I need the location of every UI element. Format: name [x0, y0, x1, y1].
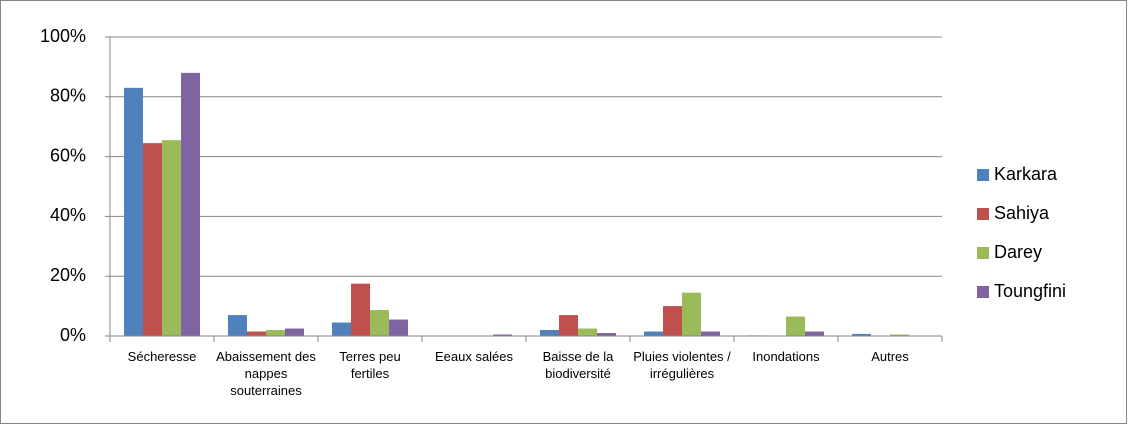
bar — [143, 143, 162, 336]
x-tick-label: Pluies violentes / irrégulières — [633, 349, 731, 381]
x-tick-label: Baisse de la biodiversité — [542, 349, 614, 381]
legend-swatch — [977, 208, 989, 220]
bar — [247, 331, 266, 336]
bar — [786, 316, 805, 336]
bar — [540, 330, 559, 336]
x-tick-label: Autres — [871, 349, 909, 364]
bar — [162, 140, 181, 336]
bar — [578, 328, 597, 336]
bar — [493, 334, 512, 336]
bar — [181, 72, 200, 336]
bar — [266, 330, 285, 336]
y-tick-label: 0% — [60, 325, 86, 345]
legend-label: Karkara — [994, 164, 1058, 184]
bar — [285, 328, 304, 336]
y-tick-label: 20% — [50, 265, 86, 285]
bar — [890, 334, 909, 336]
legend-label: Sahiya — [994, 203, 1050, 223]
bar — [682, 292, 701, 336]
x-tick-label: Inondations — [752, 349, 820, 364]
bar — [124, 87, 143, 336]
legend-swatch — [977, 169, 989, 181]
bar — [332, 322, 351, 336]
legend-label: Darey — [994, 242, 1042, 262]
bar — [663, 306, 682, 336]
y-tick-label: 100% — [40, 26, 86, 46]
bar — [389, 319, 408, 336]
x-tick-label: Sécheresse — [127, 349, 197, 364]
x-tick-label: Terres peu fertiles — [339, 349, 401, 381]
bar — [228, 315, 247, 336]
bar — [644, 331, 663, 336]
x-tick-label: Abaissement des nappes souterraines — [216, 349, 316, 398]
bar — [351, 283, 370, 336]
bar — [559, 315, 578, 336]
bar — [852, 333, 871, 336]
bar — [597, 333, 616, 336]
bar — [701, 331, 720, 336]
y-tick-label: 40% — [50, 205, 86, 225]
y-tick-label: 80% — [50, 86, 86, 106]
y-tick-label: 60% — [50, 145, 86, 165]
x-tick-label: Eeaux salées — [434, 349, 514, 364]
legend-label: Toungfini — [994, 281, 1066, 301]
bar — [805, 331, 824, 336]
legend-swatch — [977, 247, 989, 259]
bar — [370, 309, 389, 336]
legend-swatch — [977, 286, 989, 298]
